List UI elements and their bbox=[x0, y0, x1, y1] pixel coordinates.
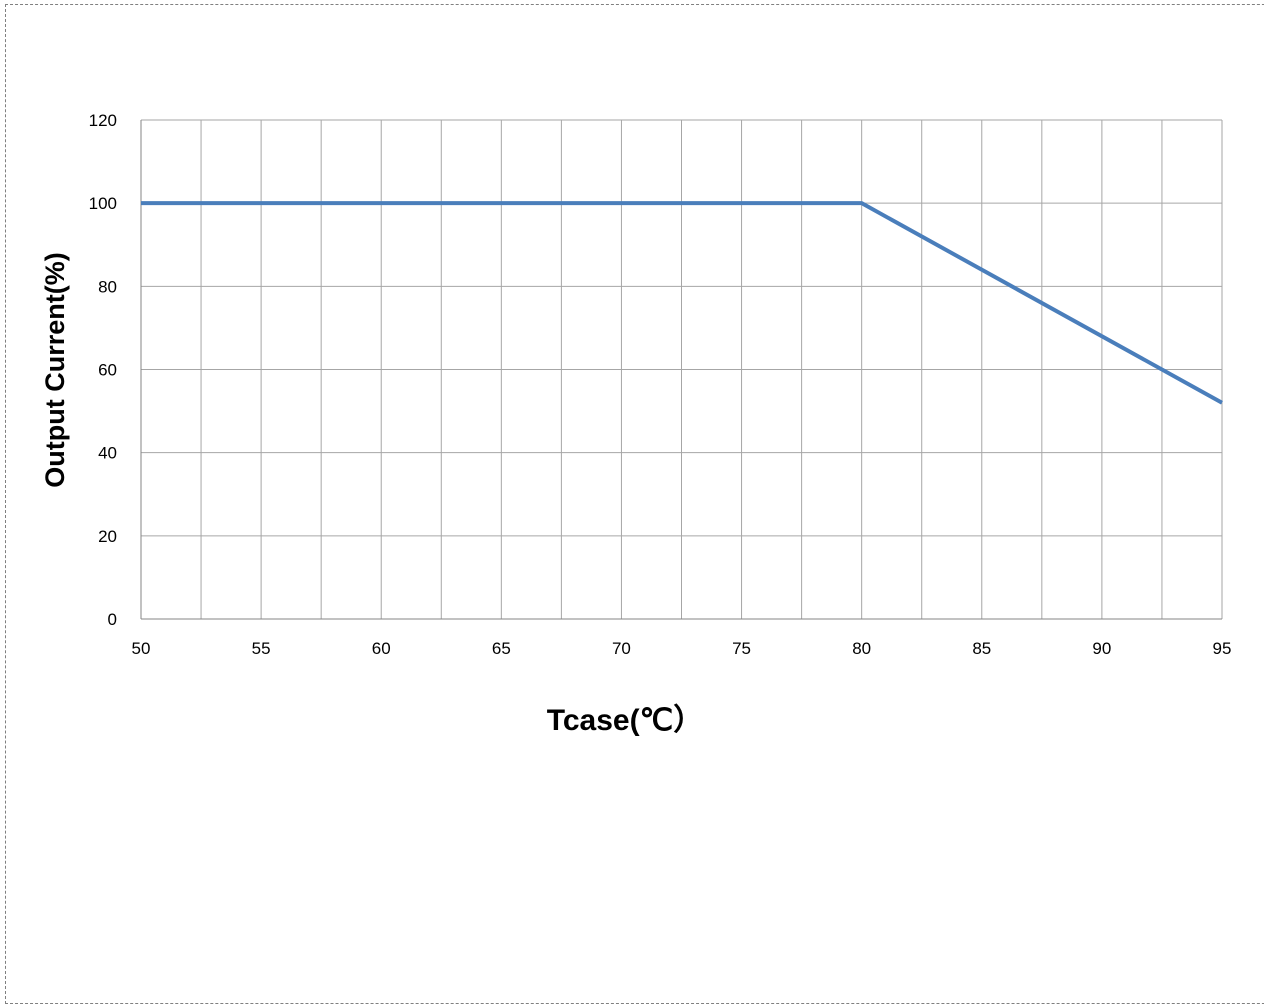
x-tick-label: 95 bbox=[1213, 639, 1232, 658]
x-tick-label: 50 bbox=[132, 639, 151, 658]
y-tick-label: 120 bbox=[89, 111, 117, 130]
x-tick-label: 55 bbox=[252, 639, 271, 658]
y-tick-label: 80 bbox=[98, 277, 117, 296]
y-tick-label: 20 bbox=[98, 527, 117, 546]
x-tick-label: 70 bbox=[612, 639, 631, 658]
x-tick-label: 85 bbox=[972, 639, 991, 658]
y-tick-label: 40 bbox=[98, 444, 117, 463]
x-tick-label: 65 bbox=[492, 639, 511, 658]
x-tick-label: 80 bbox=[852, 639, 871, 658]
y-tick-label: 60 bbox=[98, 361, 117, 380]
x-axis-label: Tcase(℃） bbox=[547, 703, 704, 737]
derating-chart: 50 55 60 65 70 75 80 85 90 95 0 20 40 60 80 100 120 Out… bbox=[0, 0, 1264, 762]
y-tick-label: 0 bbox=[108, 610, 117, 629]
x-tick-label: 60 bbox=[372, 639, 391, 658]
x-tick-label: 90 bbox=[1092, 639, 1111, 658]
y-tick-label: 100 bbox=[89, 194, 117, 213]
x-tick-labels: 50 55 60 65 70 75 80 85 90 95 bbox=[132, 639, 1232, 658]
x-tick-label: 75 bbox=[732, 639, 751, 658]
y-tick-labels: 0 20 40 60 80 100 120 bbox=[89, 111, 117, 629]
grid-lines bbox=[141, 120, 1222, 619]
y-axis-label: Output Current(%) bbox=[40, 252, 70, 487]
